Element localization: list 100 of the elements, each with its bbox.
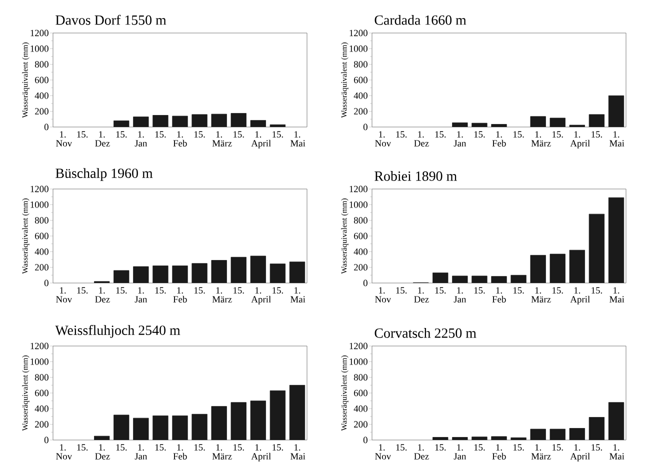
x-tick-label: 15. bbox=[77, 444, 88, 451]
x-tick-label: 1. Jan bbox=[134, 444, 148, 460]
y-tick-label: 400 bbox=[354, 248, 368, 255]
y-tick-label: 200 bbox=[35, 421, 48, 428]
x-tick-label: 1. Mai bbox=[610, 131, 624, 147]
y-tick-label: 1200 bbox=[30, 342, 48, 350]
x-tick-label: 1. Jan bbox=[134, 131, 148, 147]
x-tick-label: 1. März bbox=[531, 131, 551, 147]
y-tick-label: 600 bbox=[354, 76, 368, 84]
y-tick-label: 200 bbox=[354, 421, 368, 428]
x-tick-label: 1. Nov bbox=[375, 131, 392, 147]
y-tick-label: 1200 bbox=[350, 342, 368, 350]
chart-title: Robiei 1890 m bbox=[374, 171, 457, 181]
x-tick-label: 15. bbox=[474, 287, 485, 294]
x-tick-label: 1. Nov bbox=[375, 444, 392, 460]
x-tick-label: 15. bbox=[194, 287, 205, 294]
y-tick-label: 200 bbox=[35, 108, 48, 115]
x-tick-label: 15. bbox=[194, 444, 205, 451]
y-tick-label: 800 bbox=[34, 61, 48, 68]
x-tick-label: 15. bbox=[474, 444, 485, 451]
x-tick-label: 1. Jan bbox=[454, 131, 466, 147]
x-tick-label: 1. Feb bbox=[173, 287, 187, 303]
y-tick-label: 800 bbox=[34, 217, 48, 224]
y-tick-label: 1000 bbox=[350, 45, 368, 52]
y-tick-label: 400 bbox=[354, 92, 368, 99]
y-tick-label: 0 bbox=[363, 124, 368, 130]
y-tick-label: 200 bbox=[35, 264, 48, 271]
y-tick-label: 800 bbox=[354, 61, 368, 68]
y-tick-label: 1000 bbox=[30, 358, 48, 365]
x-tick-label: 1. Feb bbox=[492, 131, 506, 147]
x-tick-label: 15. bbox=[513, 287, 524, 294]
x-tick-label: 1. Jan bbox=[454, 287, 466, 303]
y-tick-label: 0 bbox=[44, 124, 48, 130]
x-tick-label: 1. Dez bbox=[95, 444, 110, 460]
x-tick-label: 15. bbox=[155, 131, 166, 138]
x-tick-label: 15. bbox=[116, 131, 127, 138]
y-tick-label: 0 bbox=[363, 436, 368, 444]
x-tick-label: 1. Dez bbox=[414, 444, 429, 460]
y-tick-label: 600 bbox=[35, 232, 48, 240]
x-tick-label: 1. Mai bbox=[290, 444, 306, 460]
y-tick-label: 400 bbox=[34, 405, 48, 412]
x-tick-label: 15. bbox=[513, 131, 524, 138]
x-tick-label: 15. bbox=[552, 444, 563, 451]
y-tick-label: 600 bbox=[354, 390, 368, 396]
x-tick-label: 15. bbox=[155, 287, 166, 294]
y-tick-label: 1200 bbox=[30, 186, 48, 192]
x-tick-label: 1. März bbox=[212, 444, 232, 460]
y-tick-label: 400 bbox=[34, 92, 48, 99]
y-tick-label: 1000 bbox=[30, 201, 48, 208]
x-tick-label: 1. Dez bbox=[414, 287, 429, 303]
y-tick-label: 600 bbox=[35, 390, 48, 396]
x-tick-label: 15. bbox=[435, 131, 446, 138]
x-tick-label: 1. Feb bbox=[492, 287, 506, 303]
x-tick-label: 1. Nov bbox=[375, 287, 392, 303]
x-tick-label: 1. Jan bbox=[454, 444, 466, 460]
x-tick-label: 15. bbox=[592, 131, 602, 138]
x-tick-label: 1. März bbox=[212, 131, 232, 147]
x-tick-label: 1. März bbox=[531, 444, 551, 460]
x-tick-label: 15. bbox=[435, 287, 446, 294]
x-tick-label: 1. Nov bbox=[56, 444, 72, 460]
x-tick-label: 1. April bbox=[570, 131, 590, 148]
x-tick-label: 1. März bbox=[531, 287, 551, 303]
chart-title: Büschalp 1960 m bbox=[56, 168, 153, 181]
y-tick-label: 0 bbox=[44, 280, 48, 286]
x-tick-label: 15. bbox=[474, 131, 485, 138]
x-tick-label: 15. bbox=[116, 287, 127, 294]
x-tick-label: 1. Mai bbox=[610, 444, 624, 460]
x-tick-label: 15. bbox=[272, 287, 283, 294]
x-tick-label: 1. Mai bbox=[290, 131, 306, 147]
x-tick-label: 1. April bbox=[251, 131, 271, 148]
x-tick-label: 15. bbox=[435, 444, 446, 451]
x-tick-label: 1. Feb bbox=[173, 131, 187, 147]
y-tick-label: 200 bbox=[354, 108, 368, 115]
x-tick-label: 15. bbox=[513, 444, 524, 451]
y-tick-label: 1200 bbox=[350, 186, 368, 192]
y-tick-label: 600 bbox=[354, 232, 368, 240]
chart-title: Cardada 1660 m bbox=[374, 15, 466, 25]
x-tick-label: 15. bbox=[194, 131, 205, 138]
x-tick-label: 15. bbox=[234, 444, 244, 451]
x-tick-label: 15. bbox=[272, 444, 283, 451]
x-tick-label: 15. bbox=[552, 287, 563, 294]
y-tick-label: 0 bbox=[363, 280, 368, 286]
x-tick-label: 1. Feb bbox=[173, 444, 187, 460]
x-tick-label: 1. Dez bbox=[95, 131, 110, 147]
y-tick-label: 400 bbox=[354, 405, 368, 412]
x-tick-label: 1. Mai bbox=[610, 287, 624, 303]
y-tick-label: 0 bbox=[44, 436, 48, 444]
chart-title: Weissfluhjoch 2540 m bbox=[55, 325, 180, 338]
x-tick-label: 1. Nov bbox=[56, 131, 72, 147]
y-tick-label: 200 bbox=[354, 264, 368, 271]
x-tick-label: 1. April bbox=[251, 444, 271, 462]
x-tick-label: 1. Dez bbox=[414, 131, 429, 147]
y-tick-label: 1000 bbox=[350, 358, 368, 365]
x-tick-label: 15. bbox=[155, 444, 166, 451]
x-tick-label: 1. Nov bbox=[56, 287, 72, 303]
x-tick-label: 1. April bbox=[251, 287, 271, 304]
y-tick-label: 800 bbox=[34, 374, 48, 381]
x-tick-label: 1. April bbox=[570, 287, 590, 304]
x-tick-label: 15. bbox=[234, 131, 244, 138]
y-tick-label: 1200 bbox=[350, 30, 368, 36]
